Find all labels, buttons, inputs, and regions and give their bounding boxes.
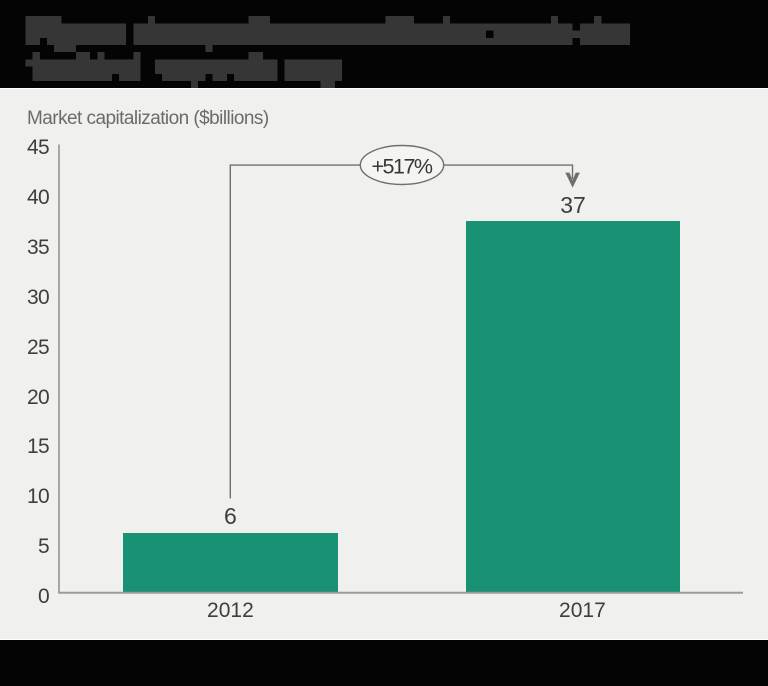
svg-text:+517%: +517%: [371, 154, 432, 178]
